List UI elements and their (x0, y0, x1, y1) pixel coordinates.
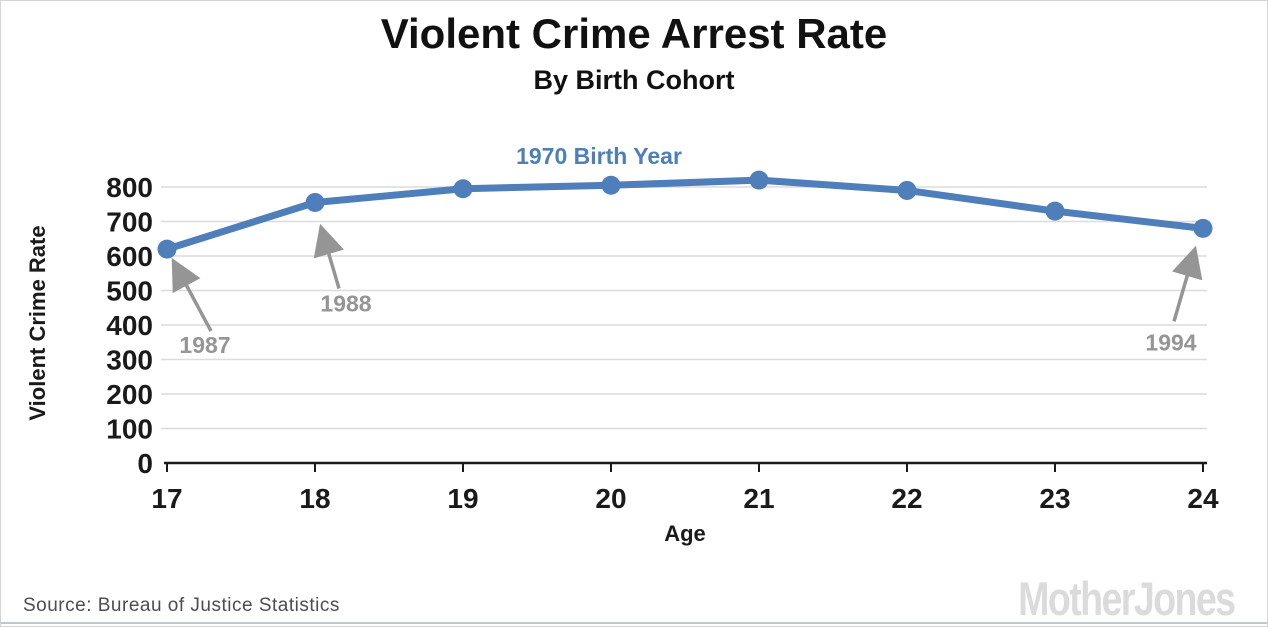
y-tick-label: 400 (106, 310, 153, 341)
motherjones-logo: MotherJones (1017, 572, 1236, 625)
footer-divider (1, 622, 1267, 624)
annotation-arrow (171, 257, 213, 332)
y-tick-label: 200 (106, 379, 153, 410)
x-tick-label: 21 (743, 483, 774, 514)
annotation-label: 1987 (179, 332, 230, 358)
y-tick-label: 300 (106, 345, 153, 376)
x-axis-title: Age (664, 521, 706, 546)
y-tick-label: 800 (106, 172, 153, 203)
x-tick-label: 17 (151, 483, 182, 514)
series-line (163, 176, 1207, 253)
x-tick-label: 23 (1039, 483, 1070, 514)
x-tick-label: 22 (891, 483, 922, 514)
x-tick-label: 19 (447, 483, 478, 514)
y-tick-label: 100 (106, 414, 153, 445)
series-label: 1970 Birth Year (516, 143, 682, 169)
y-tick-label: 600 (106, 241, 153, 272)
y-tick-label: 0 (137, 448, 153, 479)
data-point (157, 239, 177, 259)
y-tick-label: 700 (106, 207, 153, 238)
annotation-arrow (313, 223, 345, 290)
x-tick-label: 18 (299, 483, 330, 514)
chart-subtitle: By Birth Cohort (533, 65, 735, 95)
chart-title: Violent Crime Arrest Rate (380, 10, 888, 57)
data-point (749, 170, 769, 190)
data-point (897, 180, 917, 200)
x-tick-label: 20 (595, 483, 626, 514)
y-tick-label: 500 (106, 276, 153, 307)
data-point (1193, 218, 1213, 238)
x-tick-label: 24 (1187, 483, 1219, 514)
data-point (1045, 201, 1065, 221)
annotation-label: 1988 (320, 291, 371, 317)
y-axis-title: Violent Crime Rate (25, 225, 50, 420)
annotation-arrow (1172, 245, 1203, 322)
source-text: Source: Bureau of Justice Statistics (23, 595, 340, 616)
annotation-label: 1994 (1145, 329, 1196, 355)
data-point (453, 179, 473, 199)
data-point (601, 175, 621, 195)
data-point (305, 193, 325, 213)
